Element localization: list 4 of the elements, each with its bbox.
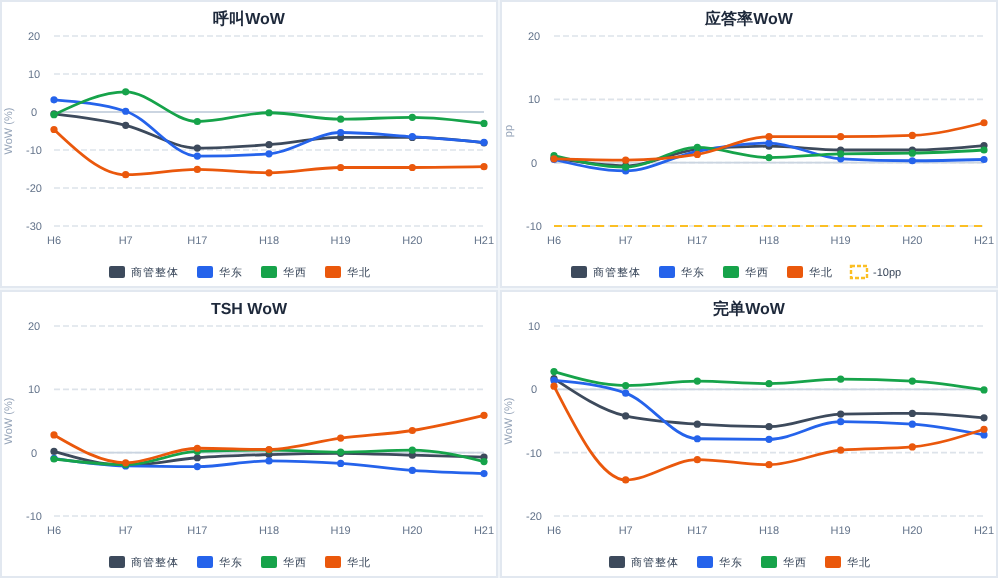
chart-title: 应答率WoW bbox=[703, 8, 794, 28]
chart-title: 完单WoW bbox=[713, 298, 786, 318]
chart-title: TSH WoW bbox=[210, 300, 288, 318]
chart-title: 呼叫WoW bbox=[213, 10, 286, 28]
